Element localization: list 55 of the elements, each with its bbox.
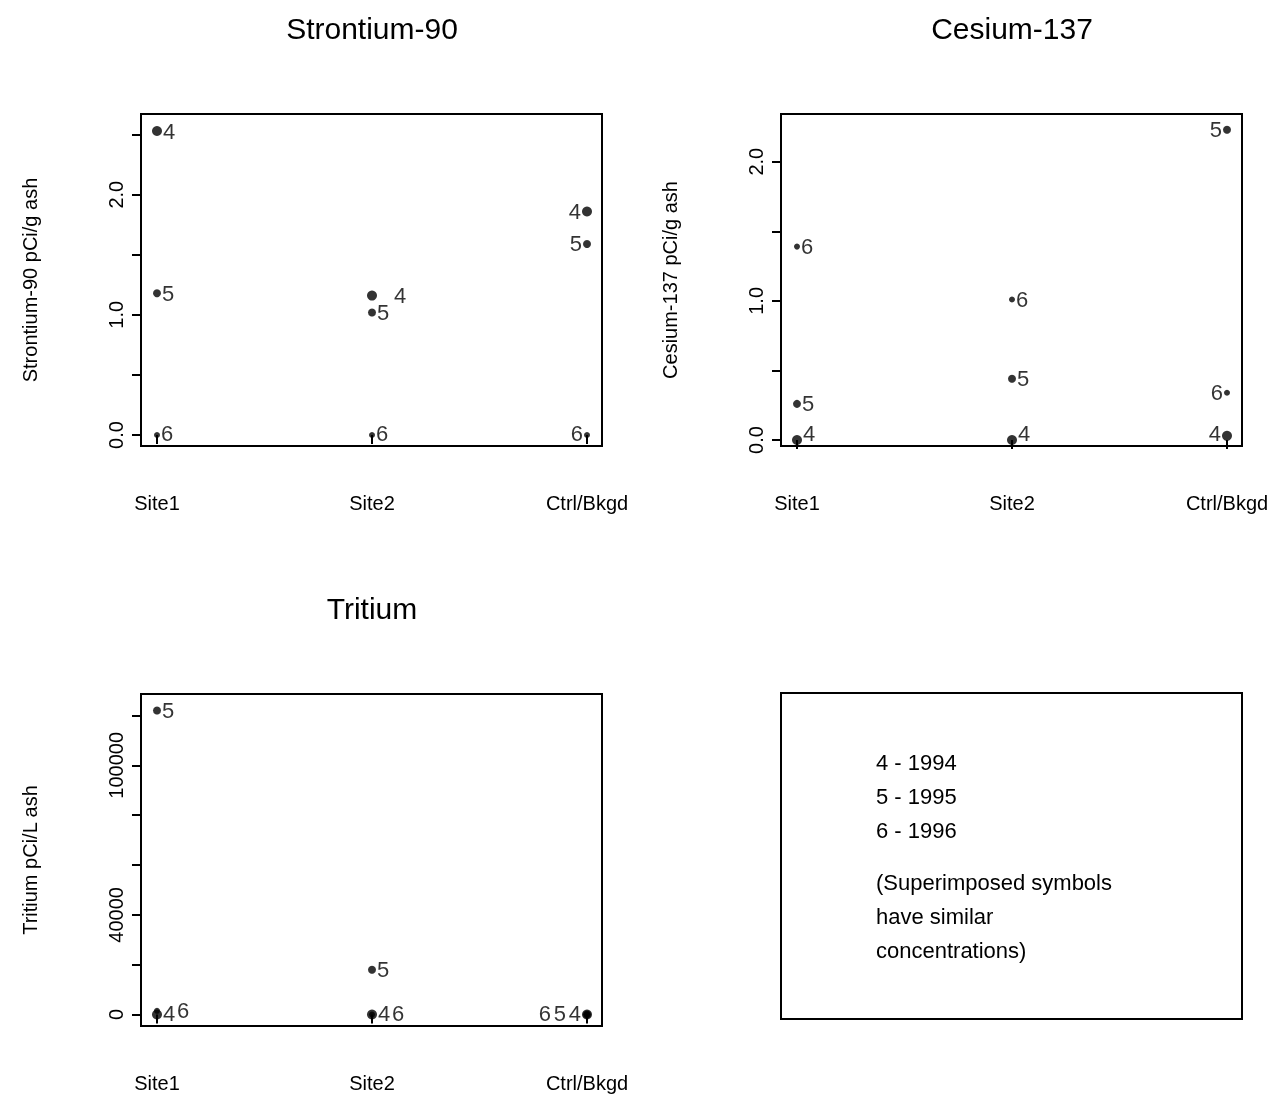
series-label: 4 — [1208, 420, 1221, 446]
text: 4 — [1018, 420, 1031, 446]
text: 6 — [1016, 286, 1029, 312]
x-tick-label: Ctrl/Bkgd — [1185, 492, 1269, 514]
text: 6 — [1210, 380, 1223, 406]
text: 5 — [1017, 366, 1030, 392]
y-tick-label: 2.0 — [745, 147, 767, 176]
y-tick-label: 0 — [105, 1008, 127, 1021]
y-tick-label: 100000 — [105, 731, 127, 799]
text: 5 — [553, 1000, 566, 1026]
x-tick-label: Ctrl/Bkgd — [545, 492, 629, 514]
series-label: 5 — [802, 391, 815, 417]
y-axis-title: Cesium-137 pCi/g ash — [658, 181, 682, 379]
series-label: 4 — [163, 1000, 176, 1026]
text: (Superimposed symbols have similar concentrations) — [876, 869, 1113, 965]
text: 4 — [394, 283, 407, 309]
text: 5 — [377, 957, 390, 983]
x-tick-label: Site2 — [349, 492, 395, 514]
text: 5 — [377, 299, 390, 325]
x-tick-label: Site1 — [134, 1072, 180, 1094]
text: 6 — [538, 1000, 551, 1026]
text: 6 — [161, 420, 174, 446]
text: 6 - 1996 — [876, 817, 958, 845]
x-tick-label: Site2 — [349, 1072, 395, 1094]
text: 6 — [376, 420, 389, 446]
series-label: 4 — [163, 118, 176, 144]
chart-title: Cesium-137 — [931, 12, 1093, 46]
text: 4 — [803, 420, 816, 446]
text: 4 — [568, 199, 581, 225]
text: 5 — [1209, 117, 1222, 143]
text: 6 — [177, 998, 190, 1024]
text: 4 — [568, 1000, 581, 1026]
text: 5 — [569, 231, 582, 257]
y-axis-title: Tritium pCi/L ash — [18, 785, 42, 935]
text: 4 — [378, 1000, 391, 1026]
series-label: 6 — [570, 420, 583, 446]
series-label: 6 — [801, 234, 814, 260]
x-tick-label: Ctrl/Bkgd — [545, 1072, 629, 1094]
series-label: 6 — [392, 1000, 405, 1026]
text: 4 - 1994 — [876, 749, 958, 777]
text: 5 - 1995 — [876, 783, 958, 811]
y-tick-label: 2.0 — [105, 180, 127, 209]
y-tick-label: 40000 — [105, 887, 127, 943]
series-label: 5 — [162, 697, 175, 723]
x-tick-label: Site1 — [134, 492, 180, 514]
chart-title: Strontium-90 — [286, 12, 458, 46]
y-tick-label: 0.0 — [105, 421, 127, 449]
y-axis-title: Strontium-90 pCi/g ash — [18, 177, 42, 383]
chart-title: Tritium — [326, 592, 418, 626]
x-tick-label: Site2 — [989, 492, 1035, 514]
y-tick-label: 0.0 — [745, 426, 767, 454]
y-tick-label: 1.0 — [105, 300, 127, 329]
series-label: 5 — [162, 280, 175, 306]
x-tick-label: Site1 — [774, 492, 820, 514]
y-tick-label: 1.0 — [745, 286, 767, 315]
